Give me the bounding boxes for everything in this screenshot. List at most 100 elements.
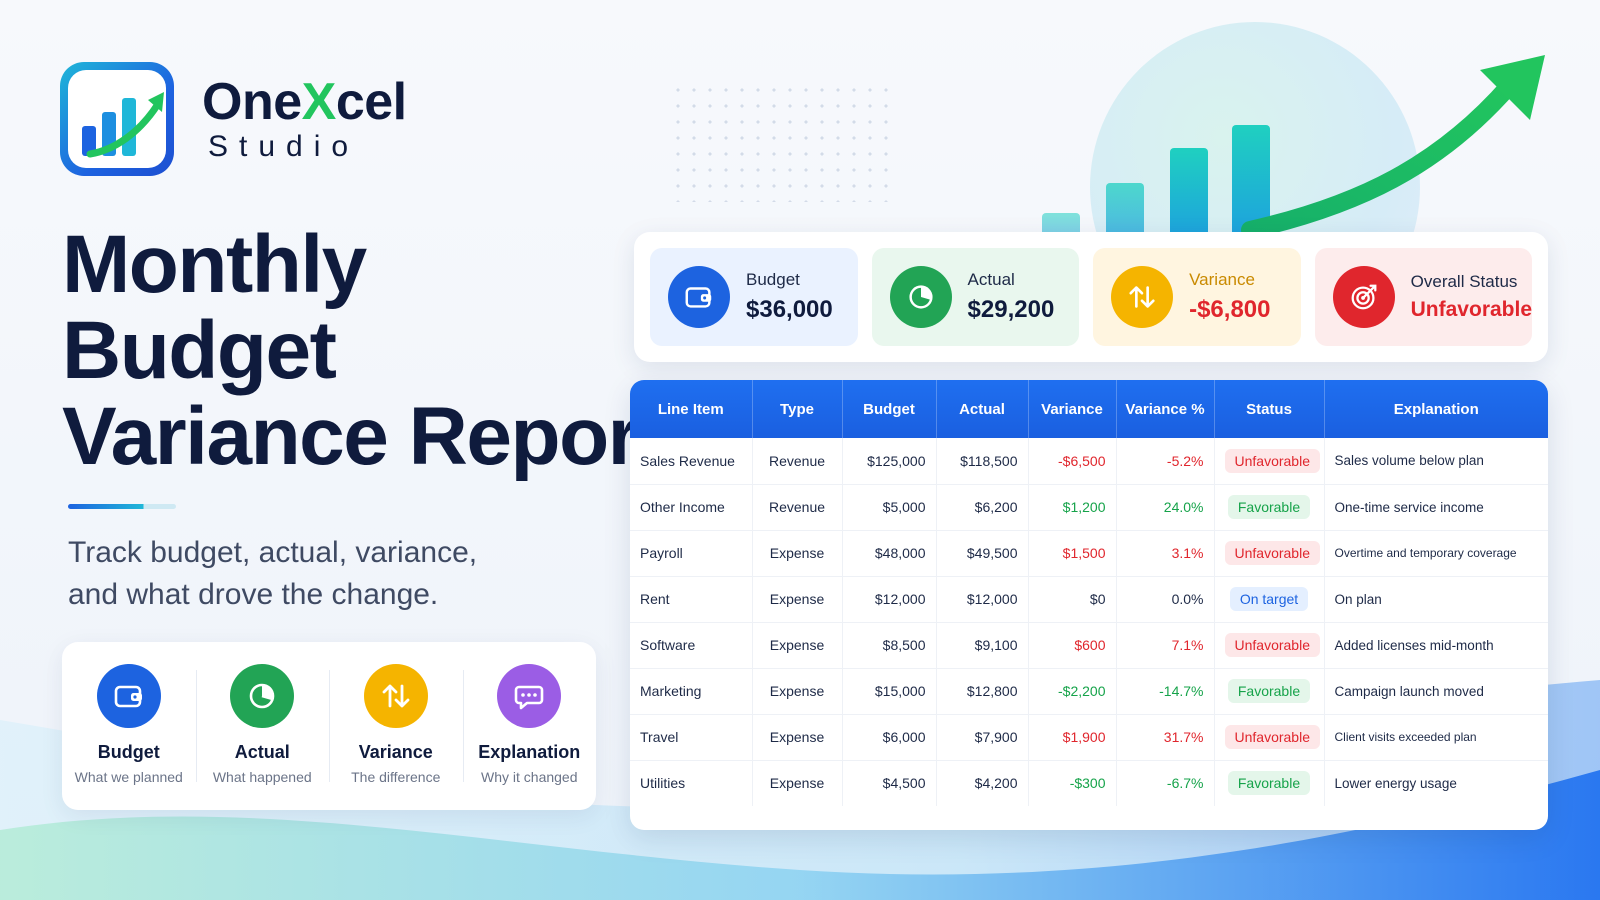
- cell-variance: $1,500: [1028, 530, 1117, 577]
- cell-item: Sales Revenue: [630, 438, 753, 485]
- chat-bubble-icon: [497, 664, 562, 728]
- cell-variance: $1,900: [1028, 714, 1117, 761]
- legend-item-explanation: Explanation Why it changed: [462, 642, 597, 810]
- column-header[interactable]: Variance %: [1116, 380, 1215, 438]
- table-row[interactable]: Software Expense $8,500 $9,100 $600 7.1% Unfav…: [630, 622, 1548, 669]
- logo-chart-icon: [60, 62, 174, 176]
- arrows-up-down-icon: [363, 664, 428, 728]
- cell-budget: $15,000: [842, 668, 937, 715]
- table-row[interactable]: Sales Revenue Revenue $125,000 $118,500 -$6,…: [630, 438, 1548, 485]
- table-row[interactable]: Marketing Expense $15,000 $12,800 -$2,200 -14…: [630, 668, 1548, 715]
- cell-type: Expense: [752, 714, 843, 761]
- cell-actual: $49,500: [936, 530, 1029, 577]
- status-badge: Unfavorable: [1224, 725, 1320, 749]
- growth-chart-illustration: [1042, 55, 1545, 245]
- arrows-up-down-icon: [1111, 266, 1174, 328]
- cell-budget: $5,000: [842, 484, 937, 531]
- cell-item: Other Income: [630, 484, 753, 531]
- brand-name: OneXcel: [202, 73, 407, 131]
- cell-item: Software: [630, 622, 753, 669]
- cell-variance: -$300: [1028, 760, 1117, 806]
- cell-item: Payroll: [630, 530, 753, 577]
- status-badge: On target: [1229, 587, 1309, 611]
- table-row[interactable]: Utilities Expense $4,500 $4,200 -$300 -6.7% Fa…: [630, 760, 1548, 806]
- cell-explanation: Sales volume below plan: [1324, 438, 1548, 485]
- cell-status: Unfavorable: [1214, 530, 1325, 577]
- cell-variance: -$6,500: [1028, 438, 1117, 485]
- cell-variance: $0: [1028, 576, 1117, 623]
- cell-variance-pct: 3.1%: [1116, 530, 1215, 577]
- background-wave: [0, 640, 1600, 900]
- cell-variance-pct: 31.7%: [1116, 714, 1215, 761]
- cell-type: Expense: [752, 622, 843, 669]
- cell-budget: $4,500: [842, 760, 937, 806]
- variance-table-card: Line Item Type Budget Actual Variance Va…: [630, 380, 1548, 830]
- column-header[interactable]: Variance: [1028, 380, 1117, 438]
- kpi-variance: Variance -$6,800: [1093, 248, 1301, 346]
- cell-budget: $6,000: [842, 714, 937, 761]
- page-subtitle: Track budget, actual, variance, and what…: [68, 536, 478, 611]
- cell-actual: $118,500: [936, 438, 1029, 485]
- column-header[interactable]: Status: [1214, 380, 1325, 438]
- legend-item-budget: Budget What we planned: [62, 642, 196, 810]
- cell-explanation: Campaign launch moved: [1324, 668, 1548, 715]
- status-badge: Unfavorable: [1224, 633, 1320, 657]
- cell-variance-pct: -5.2%: [1116, 438, 1215, 485]
- pie-chart-icon: [230, 664, 295, 728]
- column-header[interactable]: Type: [752, 380, 843, 438]
- status-badge: Favorable: [1227, 679, 1311, 703]
- cell-explanation: One-time service income: [1324, 484, 1548, 531]
- column-header[interactable]: Budget: [842, 380, 937, 438]
- cell-type: Expense: [752, 668, 843, 715]
- cell-item: Rent: [630, 576, 753, 623]
- wallet-icon: [96, 664, 161, 728]
- cell-type: Revenue: [752, 438, 843, 485]
- table-header-row: Line Item Type Budget Actual Variance Va…: [630, 380, 1548, 438]
- cell-variance-pct: -6.7%: [1116, 760, 1215, 806]
- table-row[interactable]: Other Income Revenue $5,000 $6,200 $1,200 24.…: [630, 484, 1548, 531]
- cell-budget: $12,000: [842, 576, 937, 623]
- cell-status: On target: [1214, 576, 1325, 623]
- cell-type: Expense: [752, 530, 843, 577]
- legend-card: Budget What we planned Actual What happe…: [62, 642, 596, 810]
- cell-type: Expense: [752, 760, 843, 806]
- cell-explanation: Lower energy usage: [1334, 775, 1457, 791]
- dot-grid-decoration: [670, 82, 900, 202]
- cell-variance-pct: 0.0%: [1116, 576, 1215, 623]
- page-title: Monthly Budget Variance Report: [62, 219, 665, 482]
- column-header[interactable]: Actual: [936, 380, 1029, 438]
- cell-explanation: On plan: [1324, 576, 1548, 623]
- cell-actual: $9,100: [936, 622, 1029, 669]
- kpi-actual: Actual $29,200: [871, 248, 1080, 346]
- status-badge: Unfavorable: [1224, 448, 1320, 473]
- cell-budget: $125,000: [842, 438, 937, 485]
- target-icon: [1332, 266, 1395, 328]
- cell-status: Unfavorable: [1214, 714, 1325, 761]
- cell-actual: $4,200: [936, 760, 1029, 806]
- cell-status: Unfavorable: [1214, 438, 1325, 485]
- brand-subtitle: Studio: [208, 130, 360, 163]
- status-badge: Unfavorable: [1224, 541, 1320, 565]
- legend-item-actual: Actual What happened: [195, 642, 330, 810]
- kpi-budget: Budget $36,000: [650, 248, 858, 346]
- cell-status: Favorable: [1214, 760, 1325, 806]
- cell-explanation: Client visits exceeded plan: [1324, 714, 1548, 761]
- table-row[interactable]: Payroll Expense $48,000 $49,500 $1,500 3.1% Un…: [630, 530, 1548, 577]
- cell-budget: $48,000: [842, 530, 937, 577]
- variance-table: Line Item Type Budget Actual Variance Va…: [630, 380, 1548, 806]
- column-header[interactable]: Line Item: [630, 380, 753, 438]
- status-badge: Favorable: [1227, 495, 1311, 519]
- column-header[interactable]: Explanation: [1324, 380, 1548, 438]
- cell-item: Travel: [630, 714, 753, 761]
- cell-actual: $7,900: [936, 714, 1029, 761]
- status-badge: Favorable: [1227, 771, 1311, 796]
- cell-item: Marketing: [630, 668, 753, 715]
- cell-type: Revenue: [752, 484, 843, 531]
- cell-variance: $600: [1028, 622, 1117, 669]
- cell-status: Favorable: [1214, 668, 1325, 715]
- table-row[interactable]: Rent Expense $12,000 $12,000 $0 0.0% On target…: [630, 576, 1548, 623]
- table-row[interactable]: Travel Expense $6,000 $7,900 $1,900 31.7% Unfa…: [630, 714, 1548, 761]
- cell-item: Utilities: [630, 760, 753, 806]
- brand-logo: OneXcel Studio: [60, 62, 407, 176]
- cell-status: Favorable: [1214, 484, 1325, 531]
